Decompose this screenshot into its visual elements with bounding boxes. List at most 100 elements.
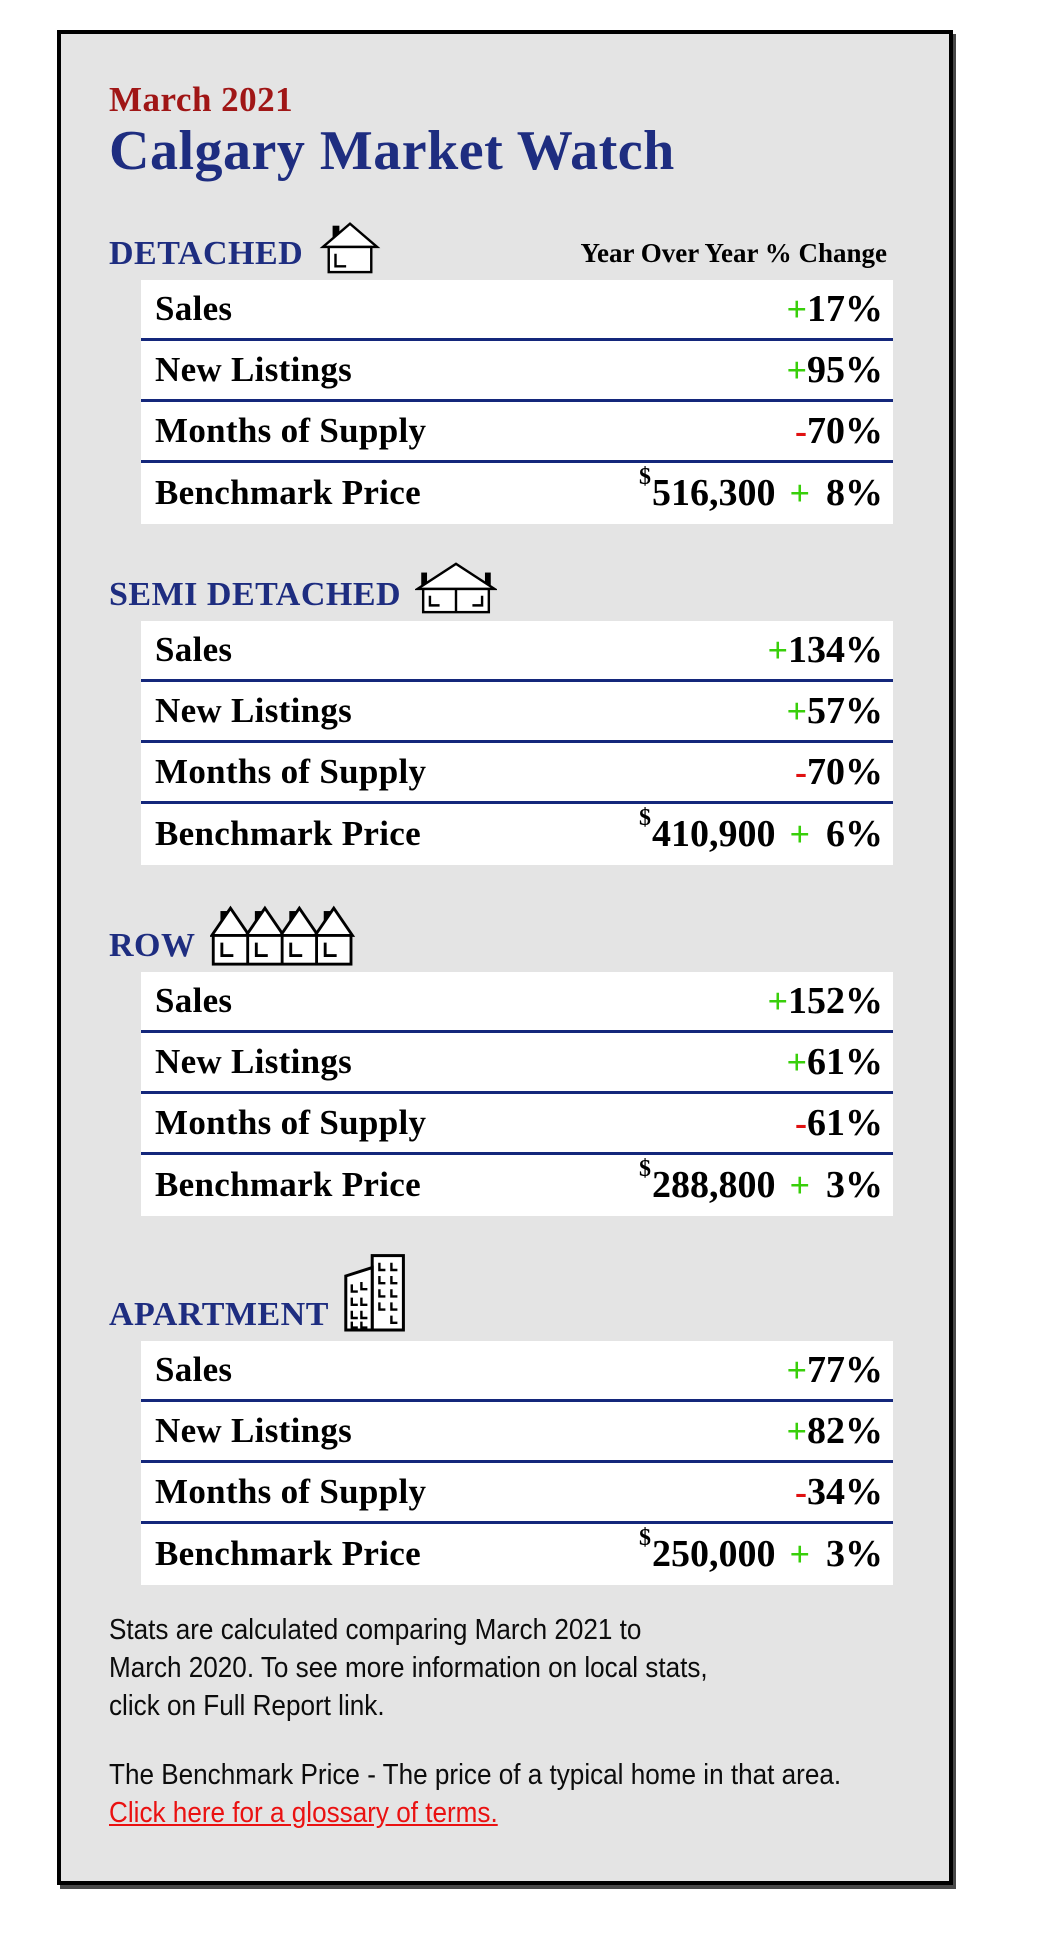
change-sign: - [795,410,807,451]
metric-value: -34% [795,1470,883,1514]
section-apartment: APARTMENT Sales +77% New Listings +82% M… [109,1252,893,1585]
change-percent: 82% [807,1409,883,1452]
change-sign: + [786,349,807,390]
change-percent: 57% [807,689,883,732]
change-sign: - [795,1102,807,1143]
yoy-change-header: Year Over Year % Change [580,237,887,268]
change-percent: 3% [826,1164,883,1207]
section-title: ROW [109,926,196,964]
stats-note-line: March 2020. To see more information on l… [109,1652,708,1685]
change-percent: 6% [826,813,883,856]
footer-notes: Stats are calculated comparing March 202… [109,1611,883,1832]
change-sign: + [767,629,788,670]
metric-value: +82% [786,1409,883,1453]
page-title: Calgary Market Watch [109,120,675,182]
section-header: ROW [109,901,891,967]
metric-label: Sales [155,288,233,328]
glossary-link[interactable]: Click here for a glossary of terms. [109,1796,498,1829]
metric-label: Benchmark Price [155,814,421,854]
metric-label: Sales [155,629,233,669]
change-sign: + [767,980,788,1021]
metric-value: -70% [795,409,883,453]
change-percent: 61% [807,1101,883,1144]
currency-symbol: $ [638,1155,651,1182]
metric-value: +17% [786,287,883,331]
table-row: Months of Supply -70% [141,743,893,804]
table-row: New Listings +57% [141,682,893,743]
section-detached: DETACHED Year Over Year % Change Sales +… [109,217,893,524]
metric-label: Benchmark Price [155,473,421,513]
currency-symbol: $ [638,463,651,490]
change-percent: 77% [807,1348,883,1391]
metric-label: Sales [155,1349,233,1389]
metric-value: +152% [767,979,883,1023]
metric-label: Months of Supply [155,410,427,450]
market-watch-card: March 2021 Calgary Market Watch DETACHED… [57,30,953,1885]
change-percent: 17% [807,287,883,330]
table-row-benchmark: Benchmark Price $250,000 +3% [141,1524,893,1585]
change-sign: - [795,1471,807,1512]
change-sign: + [786,1349,807,1390]
metric-value: +95% [786,348,883,392]
metric-value: $288,800 +3% [639,1156,883,1207]
change-sign: + [786,288,807,329]
metric-value: +134% [767,628,883,672]
metric-label: Months of Supply [155,751,427,791]
metric-value: $250,000 +3% [639,1525,883,1576]
metric-label: Benchmark Price [155,1534,421,1574]
metric-label: Months of Supply [155,1471,427,1511]
table-row: Sales +77% [141,1341,893,1402]
stat-table: Sales +17% New Listings +95% Months of S… [141,279,893,524]
benchmark-price: $516,300 [639,464,776,515]
detached-house-icon [317,217,383,275]
metric-label: Sales [155,980,233,1020]
change-sign: + [786,690,807,731]
metric-value: $516,300 +8% [639,464,883,515]
table-row: Months of Supply -61% [141,1094,893,1155]
change-percent: 3% [826,1533,883,1576]
metric-label: Months of Supply [155,1102,427,1142]
price-amount: 250,000 [651,1533,776,1576]
change-percent: 34% [807,1470,883,1513]
currency-symbol: $ [638,804,651,831]
benchmark-price: $250,000 [639,1525,776,1576]
table-row-benchmark: Benchmark Price $516,300 +8% [141,463,893,524]
table-row-benchmark: Benchmark Price $288,800 +3% [141,1155,893,1216]
change-percent: 61% [807,1040,883,1083]
section-header: APARTMENT [109,1252,891,1336]
table-row: New Listings +95% [141,341,893,402]
table-row: Sales +17% [141,280,893,341]
metric-label: New Listings [155,690,353,730]
change-percent: 8% [826,472,883,515]
change-sign: + [786,1041,807,1082]
section-title: APARTMENT [109,1295,329,1333]
change-sign: + [789,473,810,514]
metric-value: $410,900 +6% [639,805,883,856]
metric-value: +77% [786,1348,883,1392]
change-sign: + [789,1534,810,1575]
stat-table: Sales +134% New Listings +57% Months of … [141,620,893,865]
stat-table: Sales +77% New Listings +82% Months of S… [141,1340,893,1585]
change-percent: 70% [807,409,883,452]
price-amount: 410,900 [651,813,776,856]
table-row: Sales +134% [141,621,893,682]
change-sign: + [789,1165,810,1206]
change-percent: 70% [807,750,883,793]
metric-label: New Listings [155,1410,353,1450]
table-row: Months of Supply -34% [141,1463,893,1524]
metric-value: -70% [795,750,883,794]
change-percent: 152% [788,979,883,1022]
benchmark-price: $410,900 [639,805,776,856]
change-sign: - [795,751,807,792]
stats-note-line: Stats are calculated comparing March 202… [109,1613,642,1646]
table-row: New Listings +61% [141,1033,893,1094]
stats-note-line: click on Full Report link. [109,1690,385,1723]
metric-value: +61% [786,1040,883,1084]
metric-value: -61% [795,1101,883,1145]
metric-label: New Listings [155,349,353,389]
section-header: DETACHED Year Over Year % Change [109,217,891,275]
apartment-buildings-icon [343,1252,411,1336]
metric-label: Benchmark Price [155,1165,421,1205]
report-period: March 2021 [109,80,294,119]
